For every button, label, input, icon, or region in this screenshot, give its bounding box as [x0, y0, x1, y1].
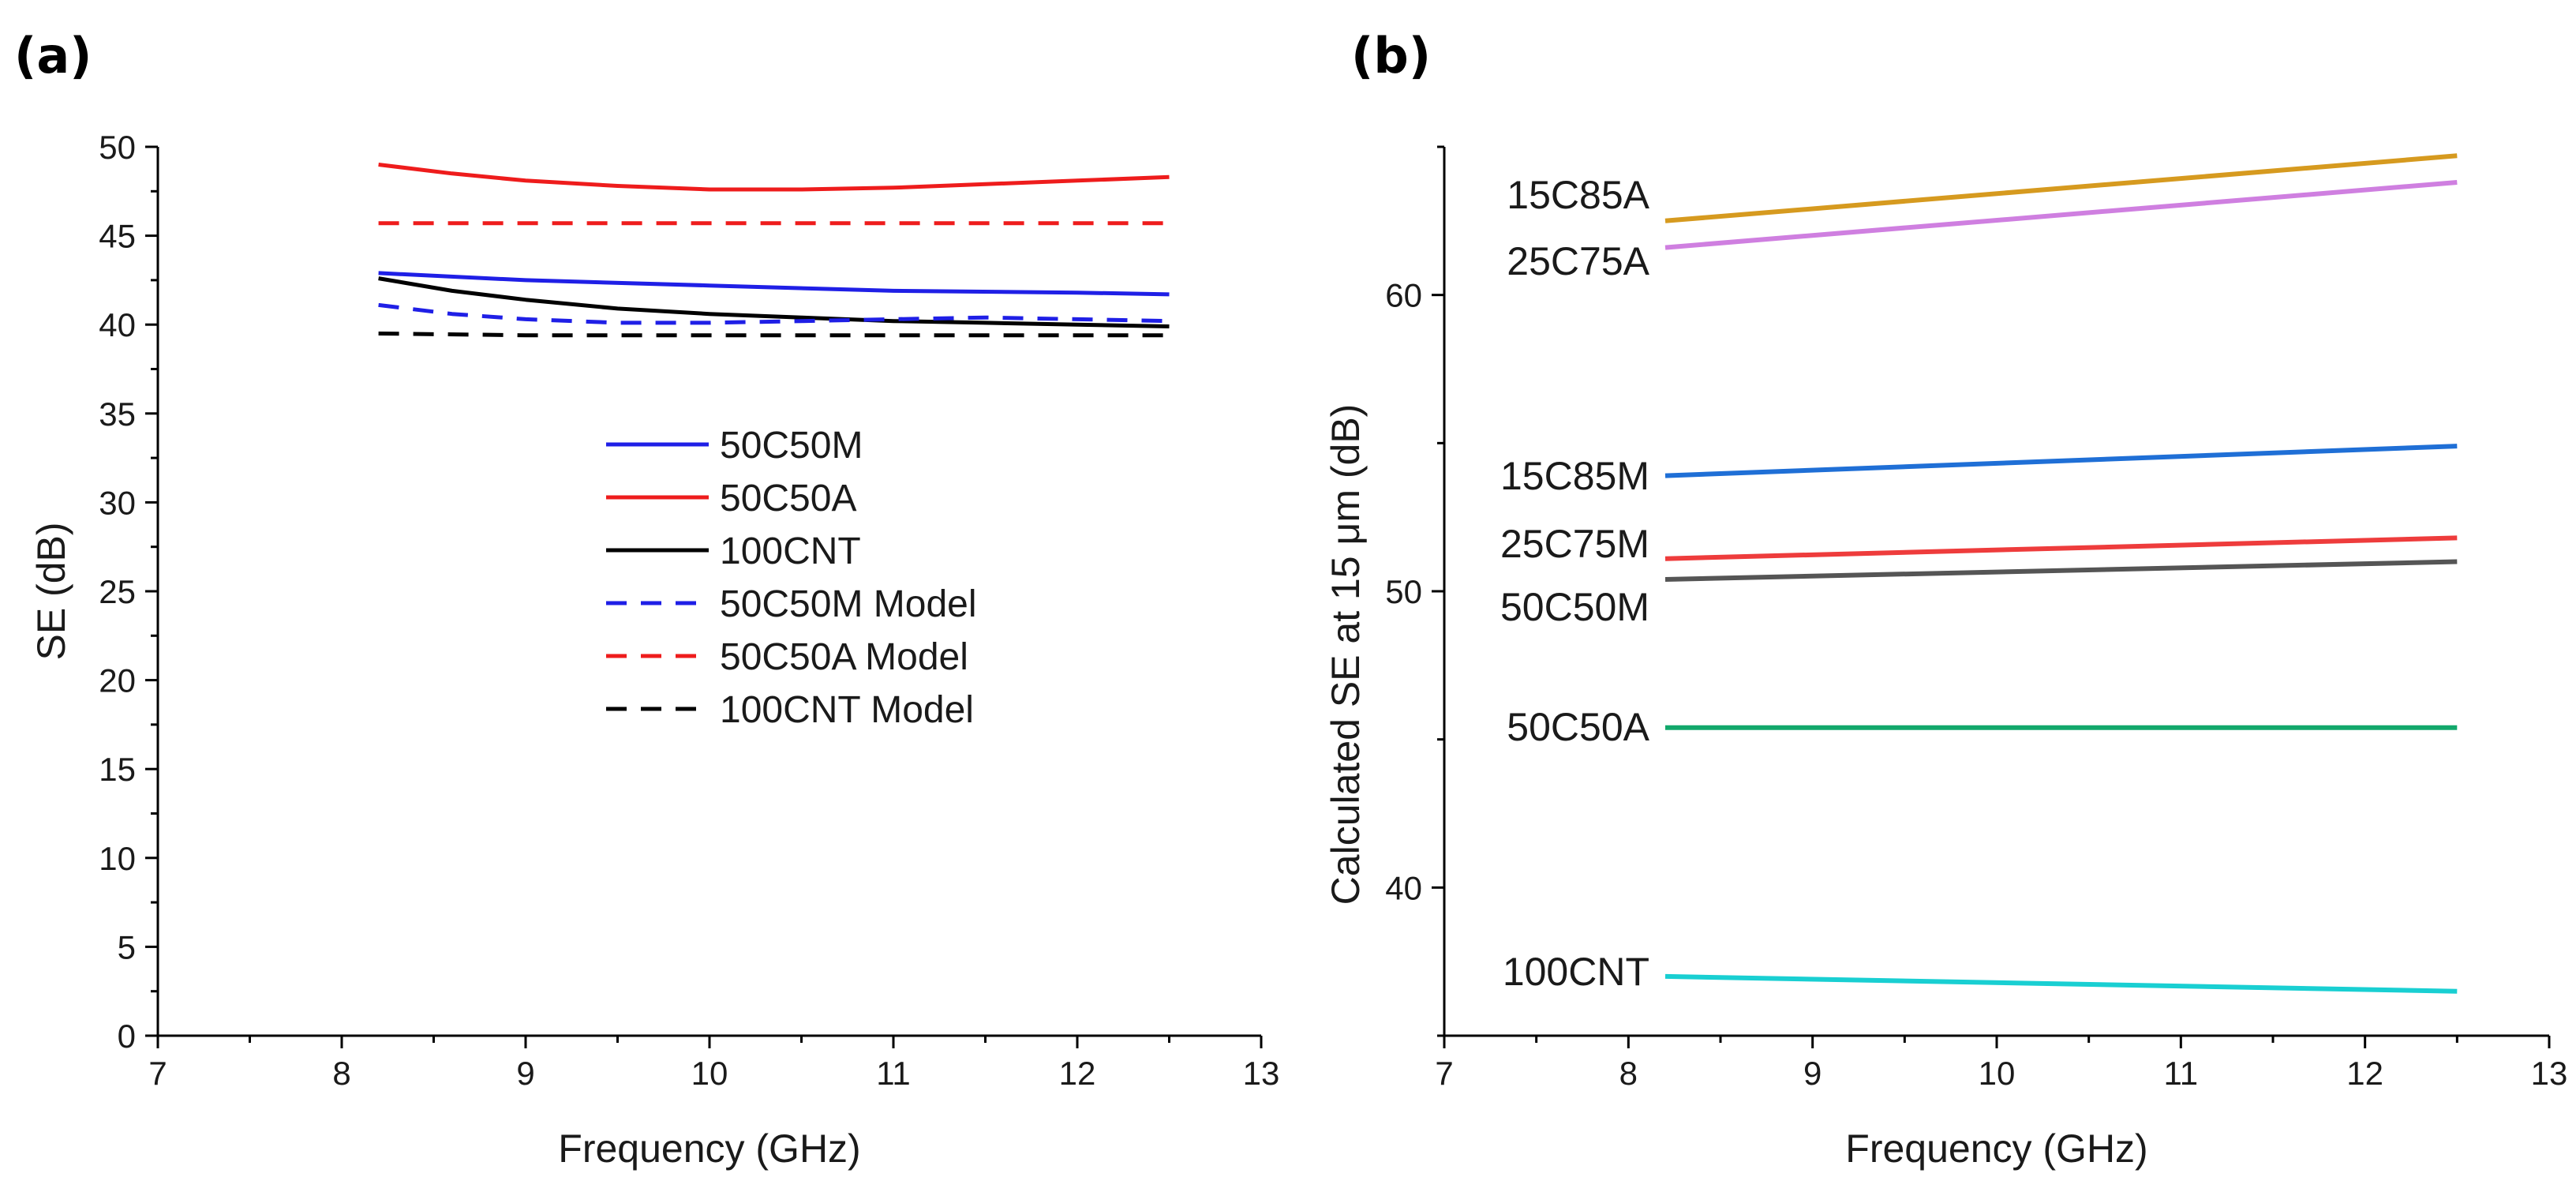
legend-label: 50C50M — [720, 425, 863, 467]
series-line-15c85a — [1664, 153, 2458, 223]
panel-a-label: (a) — [14, 27, 92, 84]
series-label-25c75a: 25C75A — [1507, 239, 1649, 283]
series-line-100cnt-model — [378, 332, 1170, 338]
x-tick-label: 13 — [1243, 1055, 1280, 1092]
x-tick-label: 12 — [2346, 1055, 2383, 1092]
y-tick-label: 5 — [118, 928, 136, 965]
y-tick-label: 30 — [99, 484, 136, 521]
y-tick-label: 15 — [99, 751, 136, 788]
x-tick-label: 8 — [332, 1055, 350, 1092]
x-tick-label: 11 — [876, 1055, 911, 1092]
y-tick-label: 60 — [1385, 277, 1422, 314]
y-tick-label: 50 — [99, 129, 136, 166]
y-tick-label: 0 — [118, 1018, 136, 1055]
series-label-15c85a: 15C85A — [1507, 173, 1649, 217]
x-tick-label: 10 — [691, 1055, 728, 1092]
series-line-100cnt — [378, 276, 1170, 328]
series-line-50c50m — [1664, 559, 2458, 582]
y-axis-title: Calculated SE at 15 μm (dB) — [1324, 404, 1368, 905]
series-line-25c75a — [1664, 180, 2458, 250]
y-tick-label: 50 — [1385, 573, 1422, 610]
legend-label: 100CNT — [720, 530, 861, 572]
series-label-100cnt: 100CNT — [1503, 950, 1649, 994]
series-line-15c85m — [1664, 444, 2458, 478]
x-tick-label: 7 — [148, 1055, 167, 1092]
series-line-50c50a — [378, 163, 1170, 192]
chart-b: 15C85A 25C75A 15C85M 25C75M 50C50M 50C50A 100C… — [1324, 145, 2568, 1171]
legend: 50C50M 50C50A 100CNT 50C50M Model 50C50A Mod… — [606, 425, 977, 731]
legend-label: 50C50A Model — [720, 636, 968, 678]
x-tick-label: 8 — [1619, 1055, 1638, 1092]
y-tick-label: 35 — [99, 395, 136, 433]
x-tick-label: 7 — [1435, 1055, 1453, 1092]
x-tick-label: 10 — [1979, 1055, 2016, 1092]
y-axis-title: SE (dB) — [29, 522, 73, 660]
panel-b-label: (b) — [1351, 27, 1431, 84]
series-label-15c85m: 15C85M — [1500, 454, 1649, 498]
series-line-50c50m-model — [378, 302, 1170, 325]
legend-label: 100CNT Model — [720, 689, 974, 731]
y-tick-label: 20 — [99, 662, 136, 699]
y-tick-label: 25 — [99, 573, 136, 610]
chart-a: 7 8 9 10 11 12 13 0 5 10 15 20 25 30 35 40 45 50 Frequency… — [29, 129, 1279, 1171]
y-tick-label: 45 — [99, 218, 136, 255]
x-tick-label: 9 — [516, 1055, 534, 1092]
series-label-50c50m: 50C50M — [1500, 585, 1649, 629]
x-tick-label: 11 — [2164, 1055, 2199, 1092]
legend-label: 50C50A — [720, 478, 856, 519]
y-tick-label: 40 — [99, 306, 136, 343]
series-line-50c50m — [378, 271, 1170, 297]
x-axis-title: Frequency (GHz) — [558, 1126, 860, 1171]
x-tick-label: 13 — [2531, 1055, 2568, 1092]
series-label-50c50a: 50C50A — [1507, 705, 1649, 749]
legend-label: 50C50M Model — [720, 583, 977, 625]
x-tick-label: 9 — [1803, 1055, 1822, 1092]
series-line-100cnt — [1664, 973, 2458, 994]
x-axis-title: Frequency (GHz) — [1845, 1126, 2147, 1171]
series-label-25c75m: 25C75M — [1500, 522, 1649, 566]
y-tick-label: 40 — [1385, 869, 1422, 906]
x-tick-label: 12 — [1059, 1055, 1096, 1092]
y-tick-label: 10 — [99, 840, 136, 877]
series-line-25c75m — [1664, 535, 2458, 561]
